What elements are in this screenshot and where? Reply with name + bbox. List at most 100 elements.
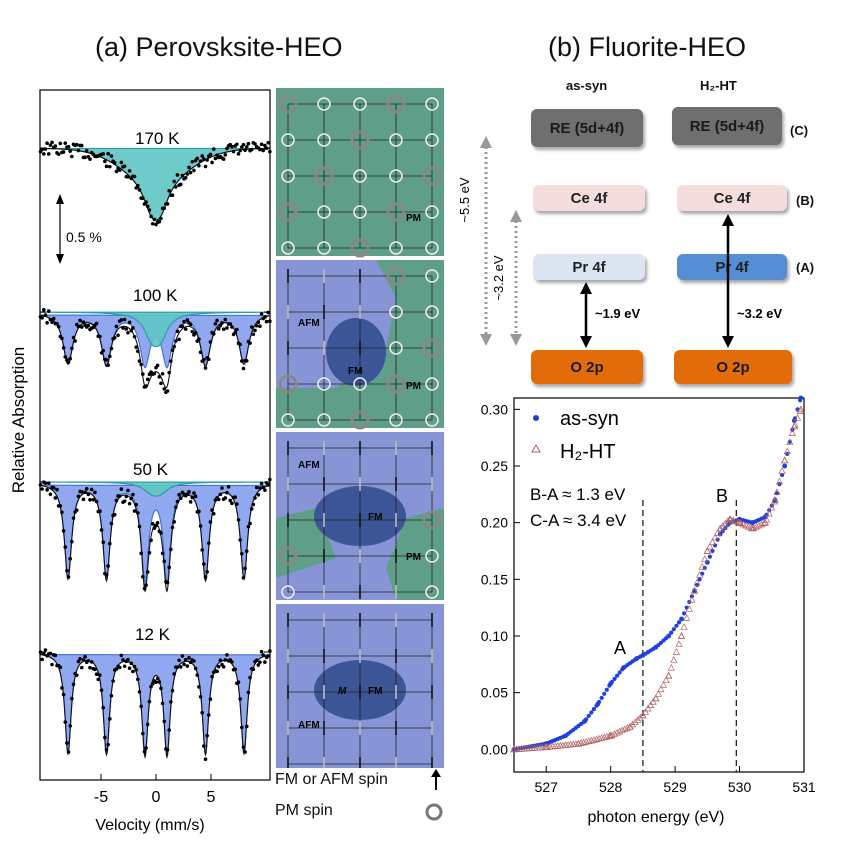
- data-point: [98, 673, 102, 677]
- pm-spin-circle-icon: [281, 169, 295, 183]
- data-point: [256, 663, 261, 667]
- data-point: [136, 511, 140, 515]
- data-point: [126, 488, 130, 493]
- data-point: [70, 346, 74, 351]
- data-point: [45, 488, 49, 492]
- h2-ht-point: [657, 685, 665, 693]
- data-point: [175, 665, 180, 669]
- data-point: [45, 320, 49, 325]
- h2-ht-point: [765, 509, 773, 517]
- data-point: [216, 497, 221, 502]
- data-point: [101, 152, 105, 156]
- data-point: [103, 159, 107, 164]
- data-point: [208, 697, 213, 701]
- h2-ht-point: [724, 517, 732, 524]
- h2-ht-point: [708, 538, 717, 545]
- data-point: [197, 163, 201, 168]
- as-syn-point: [617, 670, 622, 675]
- data-point: [236, 152, 241, 156]
- data-point: [126, 657, 130, 662]
- as-syn-point: [679, 616, 684, 622]
- data-point: [205, 570, 209, 574]
- data-point: [109, 521, 114, 526]
- data-point: [40, 147, 44, 152]
- h2-ht-point: [621, 725, 629, 732]
- pm-spin-circle-icon: [425, 585, 439, 599]
- data-point: [79, 490, 84, 494]
- data-point: [203, 575, 208, 579]
- data-point: [197, 685, 201, 689]
- data-point: [259, 481, 264, 486]
- data-point: [174, 339, 178, 343]
- h2-ht-point: [701, 555, 709, 562]
- data-point: [266, 654, 271, 658]
- data-point: [61, 529, 66, 533]
- pm-spin-circle-icon: [386, 94, 406, 114]
- as-syn-point: [669, 630, 674, 635]
- data-point: [159, 686, 163, 691]
- h2-ht-point: [587, 736, 595, 744]
- y-axis-label: Relative Absorption: [9, 347, 28, 493]
- data-point: [147, 699, 152, 704]
- data-point: [249, 507, 254, 511]
- data-point: [114, 169, 119, 174]
- pm-spin-circle-icon: [425, 133, 439, 147]
- as-syn-point: [666, 633, 671, 639]
- temp-label-170k: 170 K: [135, 129, 180, 148]
- data-point: [46, 309, 51, 313]
- data-point: [243, 148, 247, 152]
- data-point: [38, 483, 43, 487]
- data-point: [89, 487, 94, 492]
- data-point: [254, 323, 259, 328]
- data-point: [58, 665, 63, 670]
- data-point: [190, 159, 195, 164]
- data-point: [180, 654, 185, 658]
- data-point: [210, 508, 214, 512]
- h2-ht-point: [644, 704, 652, 712]
- data-point: [48, 317, 53, 322]
- pm-spin-circle-icon: [278, 374, 298, 394]
- data-point: [218, 658, 223, 663]
- data-point: [180, 173, 185, 178]
- data-point: [188, 170, 193, 175]
- data-point: [259, 142, 264, 147]
- data-point: [208, 152, 213, 157]
- pm-spin-circle-icon: [281, 241, 295, 255]
- data-point: [46, 152, 51, 156]
- h2-ht-point: [623, 724, 632, 731]
- data-point: [112, 161, 117, 165]
- data-point: [248, 521, 252, 526]
- data-point: [108, 541, 112, 546]
- level-tag-a: (A): [796, 260, 815, 275]
- column-label-h2-ht: H₂-HT: [700, 78, 737, 93]
- data-point: [238, 697, 242, 701]
- h2-ht-point: [768, 503, 776, 511]
- data-point: [134, 345, 138, 349]
- data-point: [66, 750, 71, 754]
- data-point: [174, 505, 178, 510]
- data-point: [259, 649, 264, 654]
- x-tick-label: 530: [728, 779, 752, 795]
- data-point: [75, 673, 79, 678]
- level-ce-left: Ce 4f: [533, 185, 645, 211]
- data-point: [114, 667, 119, 671]
- h2-ht-point: [647, 701, 655, 708]
- data-point: [198, 694, 203, 699]
- data-point: [71, 682, 76, 687]
- data-point: [149, 538, 153, 543]
- data-point: [147, 550, 152, 555]
- data-point: [170, 688, 175, 693]
- data-point: [246, 690, 251, 695]
- data-point: [193, 666, 198, 671]
- data-point: [238, 538, 242, 542]
- data-point: [225, 326, 229, 330]
- x-axis-label: photon energy (eV): [588, 809, 725, 826]
- h2-ht-point: [752, 522, 760, 530]
- annotation-a: A: [614, 638, 626, 658]
- data-point: [193, 331, 198, 335]
- legend-label-as-syn: as-syn: [560, 408, 619, 430]
- data-point: [83, 655, 87, 659]
- pm-spin-circle-icon: [389, 133, 403, 147]
- pm-spin-circle-icon: [317, 413, 331, 427]
- h2-ht-point: [667, 664, 675, 671]
